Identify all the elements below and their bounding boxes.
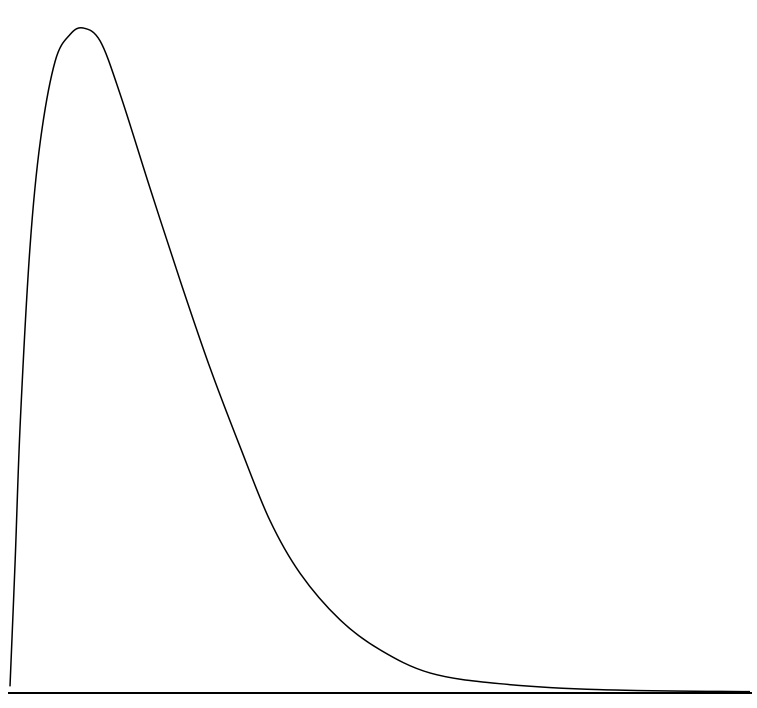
curve: [9, 26, 751, 693]
